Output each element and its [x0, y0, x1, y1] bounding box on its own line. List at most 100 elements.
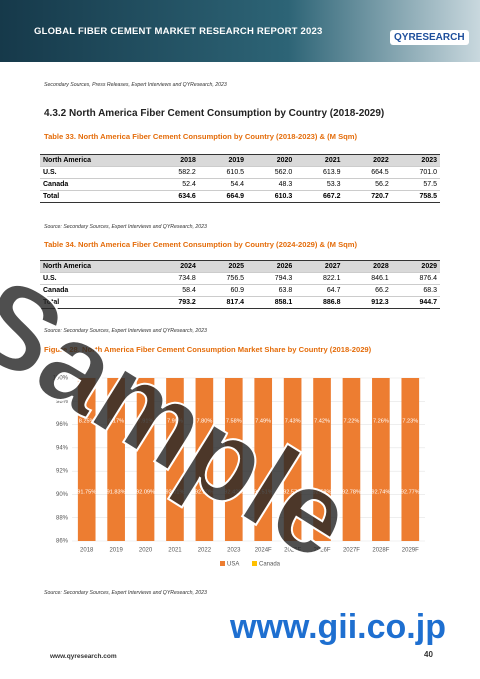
table-cell: 794.3	[247, 272, 296, 285]
table-cell: 60.9	[198, 284, 248, 297]
table-row: Canada 52.4 54.4 48.3 53.3 56.2 57.5	[40, 178, 440, 191]
table-cell: U.S.	[40, 166, 151, 179]
table-cell: 63.8	[247, 284, 296, 297]
table-cell: 634.6	[150, 190, 199, 203]
table-cell: 613.9	[295, 166, 344, 179]
y-tick-label: 90%	[56, 492, 69, 498]
page-number: 40	[424, 650, 433, 659]
bar-segment	[77, 378, 96, 541]
bar-segment	[136, 378, 155, 541]
table-cell: 2025	[198, 260, 248, 273]
table-cell: 2021	[295, 154, 344, 167]
table-cell: 2019	[198, 154, 248, 167]
figure-caption: Figure 28. North America Fiber Cement Co…	[44, 345, 372, 354]
y-tick-label: 98%	[56, 399, 69, 405]
x-tick-label: 2020	[139, 548, 153, 554]
table-cell: 846.1	[343, 272, 392, 285]
data-label: 92.78%	[342, 490, 361, 496]
bar-segment	[313, 378, 331, 541]
table-cell: 2028	[343, 260, 392, 273]
table-caption: Table 34. North America Fiber Cement Con…	[44, 240, 358, 249]
source-note: Secondary Sources, Press Releases, Exper…	[44, 82, 227, 88]
data-label: 7.42%	[314, 419, 330, 425]
data-label: 8.17%	[108, 419, 124, 425]
table-cell: 2026	[247, 260, 296, 273]
data-label: 7.49%	[255, 419, 271, 425]
table-source: Source: Secondary Sources, Expert Interv…	[44, 328, 207, 334]
x-tick-label: 2022	[198, 548, 212, 554]
bar-segment	[401, 378, 420, 541]
legend-swatch	[220, 561, 225, 566]
data-label: 7.91%	[138, 419, 154, 425]
table-cell: 66.2	[343, 284, 392, 297]
table-cell: 701.0	[391, 166, 440, 179]
y-tick-label: 86%	[56, 539, 69, 545]
y-tick-label: 100%	[53, 376, 69, 382]
logo: QYRESEARCH	[390, 30, 469, 45]
x-tick-label: 2025F	[284, 548, 301, 554]
table-cell: Total	[40, 190, 151, 203]
legend-label: USA	[227, 562, 239, 568]
table-row: Total 634.6 664.9 610.3 667.2 720.7 758.5	[40, 190, 440, 203]
data-label: 7.26%	[373, 419, 389, 425]
data-label: 92.74%	[371, 490, 390, 496]
x-tick-label: 2021	[168, 548, 182, 554]
table-cell: 664.9	[198, 190, 248, 203]
data-label: 91.83%	[107, 490, 126, 496]
table-caption: Table 33. North America Fiber Cement Con…	[44, 132, 358, 141]
table-cell: Canada	[40, 284, 151, 297]
section-title: 4.3.2 North America Fiber Cement Consump…	[44, 108, 385, 119]
table-cell: 2022	[343, 154, 392, 167]
y-tick-label: 96%	[56, 422, 69, 428]
x-tick-label: 2029F	[402, 548, 419, 554]
table-cell: 664.5	[343, 166, 392, 179]
table-cell: 64.7	[295, 284, 344, 297]
data-label: 92.01%	[165, 490, 184, 496]
table-cell: North America	[40, 154, 151, 167]
bar-segment	[342, 378, 361, 541]
data-label: 7.80%	[196, 419, 212, 425]
figure-source: Source: Secondary Sources, Expert Interv…	[44, 590, 207, 596]
x-tick-label: 2019	[109, 548, 123, 554]
x-tick-label: 2028F	[372, 548, 389, 554]
table-row: Canada 58.4 60.9 63.8 64.7 66.2 68.3	[40, 284, 440, 297]
data-label: 7.23%	[402, 419, 418, 425]
x-tick-label: 2026F	[314, 548, 331, 554]
table: North America 2018 2019 2020 2021 2022 2023 U.S…	[40, 154, 440, 203]
table-cell: 57.5	[391, 178, 440, 191]
table-cell: 58.4	[150, 284, 199, 297]
data-label: 92.51%	[254, 490, 273, 496]
y-tick-label: 94%	[56, 445, 69, 451]
data-label: 92.20%	[195, 490, 214, 496]
table-cell: 858.1	[247, 296, 296, 309]
table-cell: 756.5	[198, 272, 248, 285]
data-label: 92.58%	[313, 490, 332, 496]
table-cell: 68.3	[391, 284, 440, 297]
data-label: 7.99%	[167, 419, 183, 425]
data-label: 8.25%	[79, 419, 95, 425]
table-cell: 2027	[295, 260, 344, 273]
data-label: 7.58%	[226, 419, 242, 425]
table-cell: 53.3	[295, 178, 344, 191]
table-row: North America 2024 2025 2026 2027 2028 2029	[40, 260, 440, 273]
table: North America 2024 2025 2026 2027 2028 2029 U.S…	[40, 260, 440, 309]
table-cell: Canada	[40, 178, 151, 191]
table-cell: 2024	[150, 260, 199, 273]
bar-segment	[224, 378, 243, 541]
y-tick-label: 88%	[56, 515, 69, 521]
table-cell: 876.4	[391, 272, 440, 285]
table-row: U.S. 734.8 756.5 794.3 822.1 846.1 876.4	[40, 272, 440, 285]
table-cell: 48.3	[247, 178, 296, 191]
table-cell: 2018	[150, 154, 199, 167]
table-cell: 758.5	[391, 190, 440, 203]
table-cell: 582.2	[150, 166, 199, 179]
chart: 86% 88% 90% 92% 94% 96% 98% 100% 91.75% 8.25% 2018…	[53, 376, 425, 568]
data-label: 92.09%	[136, 490, 155, 496]
watermark-site: www.gii.co.jp	[230, 608, 446, 646]
table-cell: 56.2	[343, 178, 392, 191]
legend-label: Canada	[259, 562, 281, 568]
table-cell: 562.0	[247, 166, 296, 179]
table-cell: 52.4	[150, 178, 199, 191]
x-tick-label: 2027F	[343, 548, 360, 554]
table-cell: U.S.	[40, 272, 151, 285]
